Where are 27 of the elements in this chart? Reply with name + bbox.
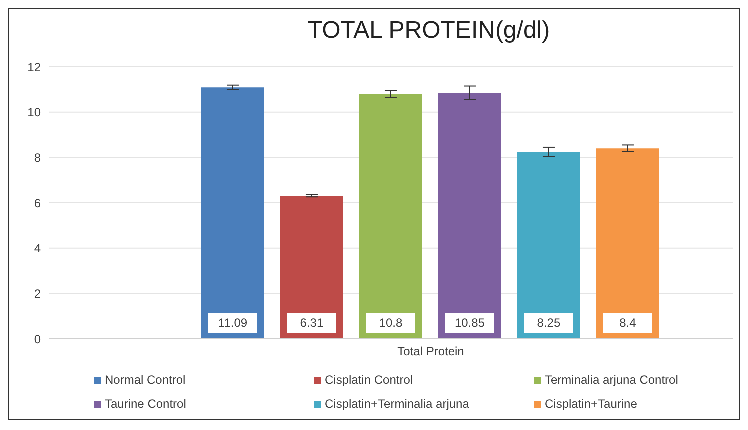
bar (280, 196, 344, 339)
y-tick-label: 4 (34, 242, 42, 256)
legend-label: Taurine Control (105, 397, 186, 411)
data-label: 8.25 (537, 316, 561, 330)
data-label: 6.31 (300, 316, 324, 330)
legend-label: Cisplatin+Terminalia arjuna (325, 397, 470, 411)
data-label: 10.85 (454, 316, 486, 330)
legend-label: Cisplatin Control (325, 373, 414, 387)
legend-label: Cisplatin+Taurine (545, 397, 638, 411)
legend-label: Terminalia arjuna Control (545, 373, 678, 387)
bar (359, 94, 422, 339)
data-label: 10.8 (379, 316, 403, 330)
y-tick-label: 6 (34, 196, 42, 210)
y-tick-label: 0 (34, 332, 42, 346)
y-tick-label: 10 (28, 106, 42, 120)
y-tick-label: 12 (28, 60, 42, 74)
chart-title: TOTAL PROTEIN(g/dl) (306, 17, 552, 46)
bar (596, 148, 660, 339)
data-label: 11.09 (218, 316, 248, 330)
y-tick-label: 2 (34, 286, 42, 301)
data-label: 8.4 (620, 316, 637, 330)
bar (517, 152, 580, 339)
legend-label: Normal Control (105, 373, 186, 387)
bar (201, 88, 264, 339)
x-tick-label: Total Protein (398, 344, 464, 359)
y-tick-label: 8 (34, 150, 42, 165)
bar (438, 93, 502, 339)
